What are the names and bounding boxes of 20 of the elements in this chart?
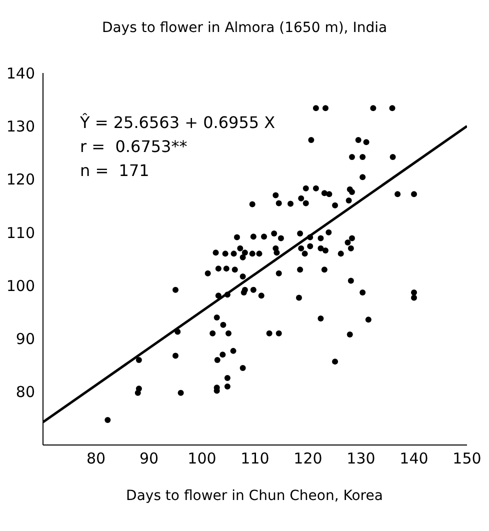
x-tick-label: 130: [346, 450, 376, 468]
x-tick-label: 80: [86, 450, 106, 468]
x-tick-label: 150: [452, 450, 482, 468]
y-tick-label: 120: [6, 170, 35, 189]
chart-title: Days to flower in Almora (1650 m), India: [100, 20, 388, 36]
x-tick-label: 120: [294, 450, 322, 468]
x-tick-label: 140: [400, 450, 428, 468]
x-tick-label: 90: [139, 450, 159, 468]
x-axis-title: Days to flower in Chun Cheon, Korea: [125, 488, 384, 504]
x-tick-label: 100: [188, 450, 216, 468]
annotation: Ŷ = 25.6563 + 0.6955 X: [80, 113, 276, 132]
annotation: n = 171: [80, 161, 150, 180]
y-tick-label: 80: [16, 383, 35, 402]
y-tick-label: 140: [6, 64, 35, 82]
y-tick-label: 90: [16, 330, 35, 348]
annotation: r = 0.6753**: [80, 137, 188, 156]
x-tick-label: 110: [240, 450, 270, 468]
y-tick-label: 110: [6, 224, 35, 242]
y-tick-label: 100: [6, 276, 35, 295]
y-tick-label: 130: [6, 117, 35, 136]
